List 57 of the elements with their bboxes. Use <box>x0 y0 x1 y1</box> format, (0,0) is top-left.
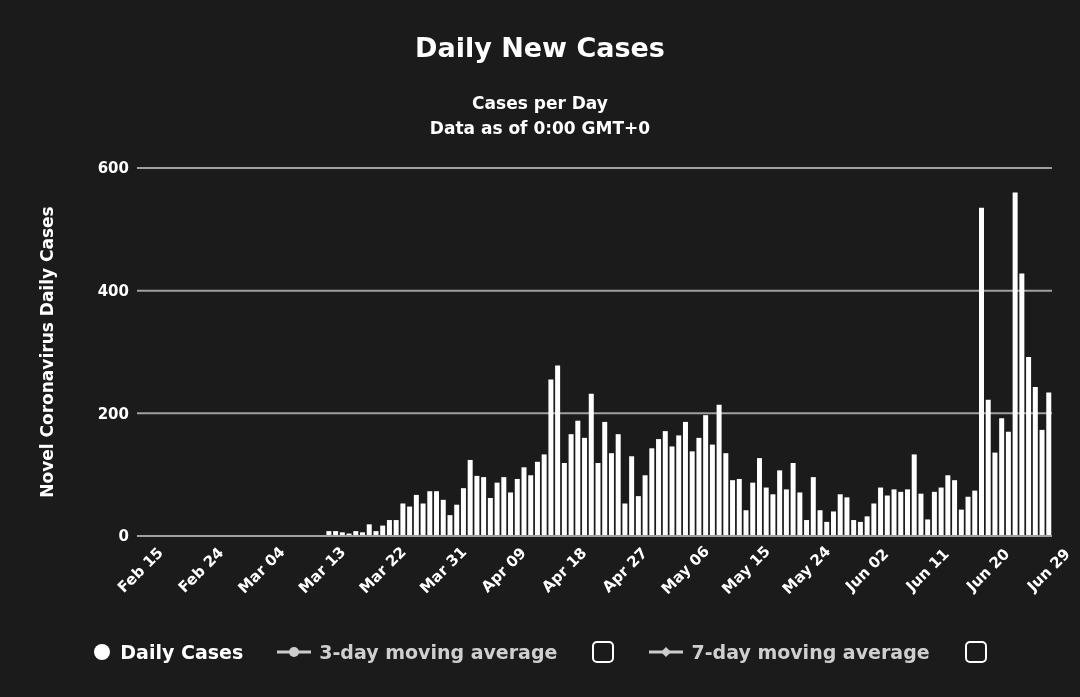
chart-subtitle: Cases per Day Data as of 0:00 GMT+0 <box>428 92 652 140</box>
bar <box>561 463 567 536</box>
bar <box>857 521 863 536</box>
bar <box>528 475 534 536</box>
y-tick-label: 0 <box>118 527 129 546</box>
bar <box>878 487 884 536</box>
x-tick-label: Feb 24 <box>174 543 228 597</box>
y-axis-title: Novel Coronavirus Daily Cases <box>37 206 58 498</box>
bar <box>958 509 964 536</box>
legend-label: Daily Cases <box>120 641 244 663</box>
bar <box>804 520 810 536</box>
bar <box>884 495 890 536</box>
bar <box>487 497 493 536</box>
bar <box>434 491 440 536</box>
bar <box>413 494 419 536</box>
bar <box>386 520 392 536</box>
bar <box>1032 386 1038 536</box>
bar <box>904 489 910 536</box>
bar <box>635 496 641 536</box>
bar <box>810 477 816 536</box>
y-tick-label: 400 <box>97 281 129 300</box>
chart-title: Daily New Cases <box>414 32 666 63</box>
bar <box>756 458 762 536</box>
bar <box>703 415 709 536</box>
x-tick-label: Feb 15 <box>113 543 167 597</box>
bar <box>999 418 1005 536</box>
bar <box>736 478 742 536</box>
legend-label: 3-day moving average <box>319 641 558 663</box>
bar <box>662 431 668 536</box>
bar <box>481 477 487 536</box>
bar <box>783 489 789 536</box>
bar <box>555 365 561 536</box>
bar <box>534 461 540 536</box>
bar <box>407 506 413 536</box>
bar <box>925 519 931 536</box>
bar <box>709 444 715 536</box>
bar <box>777 470 783 536</box>
bar <box>582 437 588 536</box>
bar <box>460 488 466 536</box>
bar <box>682 421 688 536</box>
bar <box>851 520 857 536</box>
bar <box>931 491 937 536</box>
bar <box>454 504 460 536</box>
bar <box>608 453 614 536</box>
bar <box>588 393 594 536</box>
bar <box>1005 431 1011 536</box>
y-tick-label: 200 <box>97 404 129 423</box>
bar <box>830 511 836 536</box>
legend-label: 7-day moving average <box>691 641 930 663</box>
y-tick-label: 600 <box>97 159 129 178</box>
bar <box>508 492 514 536</box>
bar <box>730 480 736 536</box>
bar <box>1026 356 1032 536</box>
bar <box>952 480 958 536</box>
bar <box>978 207 984 536</box>
bar <box>629 456 635 536</box>
bar <box>656 439 662 536</box>
